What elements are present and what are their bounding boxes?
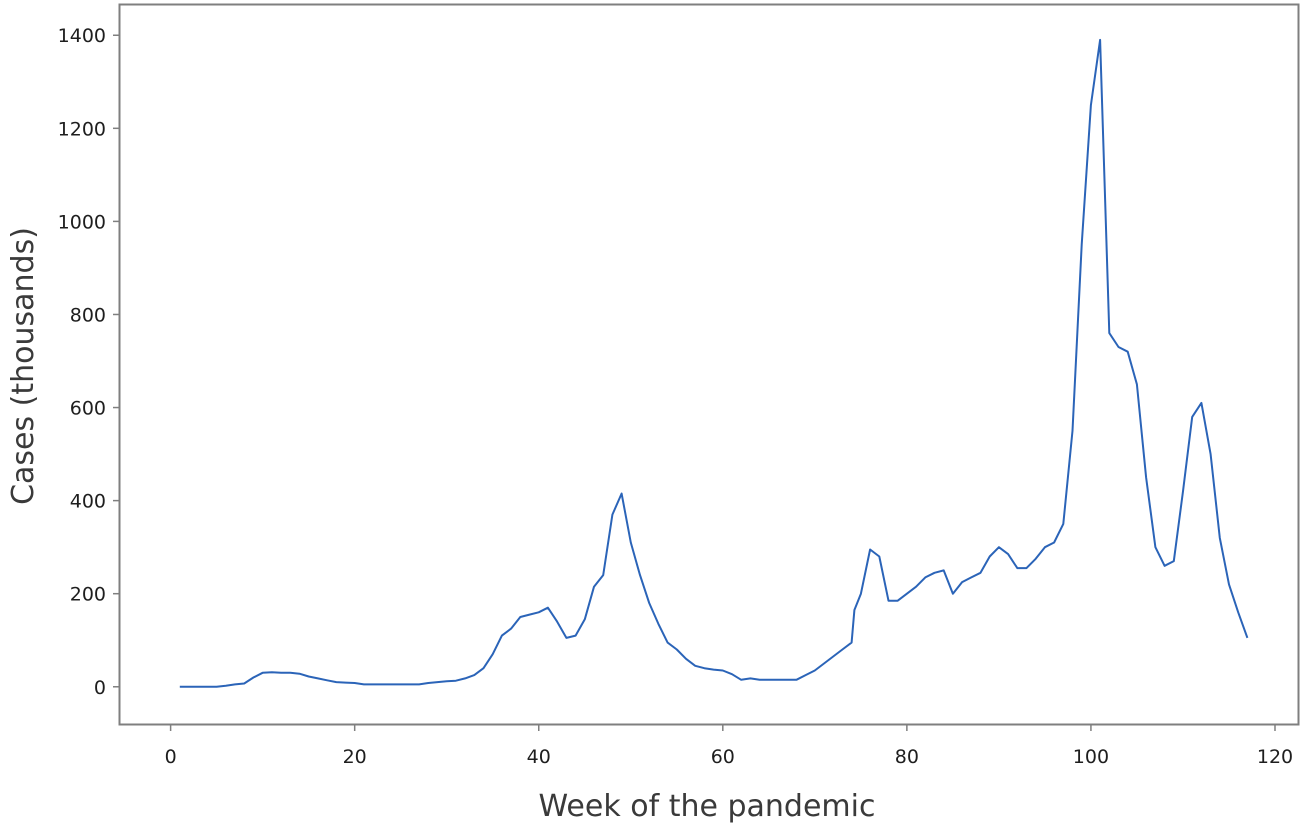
x-tick-label: 20 (343, 746, 367, 768)
series-line (179, 38, 1249, 688)
y-tick-label: 1000 (58, 211, 106, 233)
series-layer (179, 38, 1249, 688)
y-axis-title: Cases (thousands) (6, 227, 41, 505)
y-tick-label: 200 (70, 584, 106, 606)
y-tick-label: 800 (70, 304, 106, 326)
x-tick-label: 80 (895, 746, 919, 768)
y-tick-label: 1200 (58, 118, 106, 140)
x-tick-label: 100 (1073, 746, 1109, 768)
x-axis-title: Week of the pandemic (539, 789, 876, 824)
y-tick-label: 600 (70, 398, 106, 420)
y-tick-label: 1400 (58, 25, 106, 47)
x-axis-ticks: 0 20 40 60 80 100 120 (165, 724, 1293, 768)
x-tick-label: 0 (165, 746, 177, 768)
y-tick-label: 400 (70, 491, 106, 513)
x-tick-label: 40 (527, 746, 551, 768)
plot-frame (118, 3, 1300, 726)
y-tick-label: 0 (94, 677, 106, 699)
y-axis-ticks: 0 200 400 600 800 1000 1200 1400 (58, 25, 120, 699)
x-tick-label: 60 (711, 746, 735, 768)
x-tick-label: 120 (1257, 746, 1293, 768)
